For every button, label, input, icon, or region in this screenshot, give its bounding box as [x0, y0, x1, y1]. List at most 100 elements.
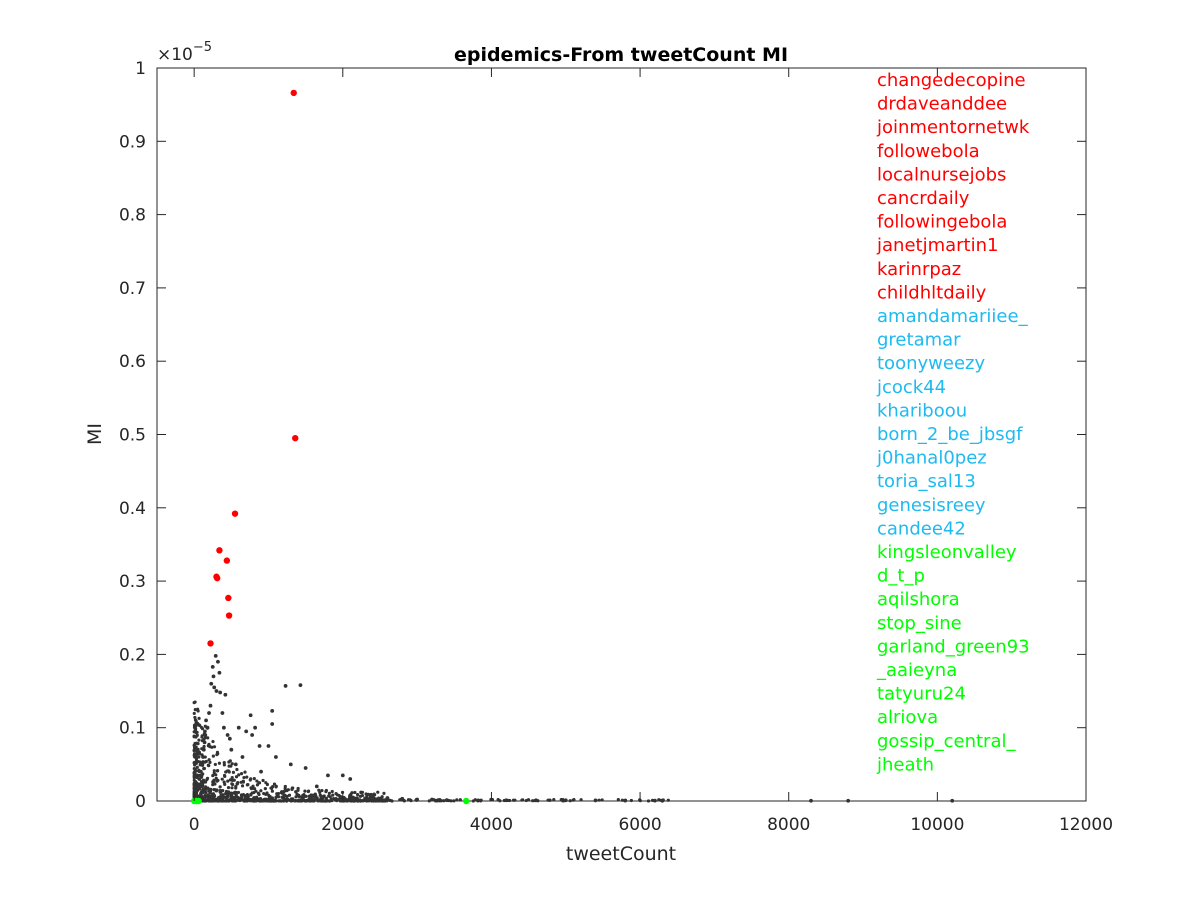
data-point [294, 790, 298, 794]
data-point [274, 795, 278, 800]
data-point [204, 718, 208, 723]
data-point [288, 762, 293, 767]
data-point [208, 791, 212, 795]
data-point [430, 797, 434, 802]
data-point [303, 766, 308, 770]
x-tick-label: 8000 [767, 815, 810, 835]
data-point [214, 773, 218, 777]
data-point [368, 793, 373, 797]
data-point [282, 790, 286, 794]
data-point [252, 787, 257, 791]
highlight-point [213, 574, 221, 582]
data-point [230, 799, 234, 803]
data-point [385, 796, 390, 800]
data-point [245, 783, 249, 787]
highlight-point [292, 434, 299, 442]
data-point [236, 790, 241, 795]
data-point [415, 797, 420, 802]
data-point [319, 795, 324, 799]
data-point [326, 773, 330, 778]
legend-entry: gossip_central_ [877, 731, 1016, 752]
data-point [279, 791, 283, 795]
data-point [950, 798, 955, 803]
legend-entry: drdaveanddee [877, 94, 1007, 115]
data-point [254, 789, 258, 793]
legend-entry: localnursejobs [877, 164, 1006, 185]
data-point [534, 798, 538, 803]
data-point [253, 725, 258, 730]
data-point [571, 798, 575, 802]
y-exponent-label: ×10−5 [157, 40, 212, 65]
data-point [234, 798, 238, 802]
data-point [629, 798, 633, 803]
data-point [230, 775, 234, 780]
data-point [192, 711, 196, 716]
highlight-point [223, 557, 231, 564]
data-point [204, 791, 208, 795]
data-point [552, 797, 556, 802]
legend-entry: karinrpaz [877, 259, 961, 280]
data-point [324, 796, 328, 800]
highlight-point [225, 612, 233, 619]
data-point [449, 799, 453, 803]
data-point [340, 773, 345, 778]
data-point [322, 799, 327, 803]
data-point [230, 778, 235, 783]
data-point [346, 797, 351, 802]
data-point [278, 799, 283, 803]
legend-entry: candee42 [877, 518, 966, 539]
data-point [373, 793, 377, 797]
data-point [211, 739, 215, 744]
data-point [220, 777, 224, 781]
data-point [531, 799, 535, 803]
y-tick-label: 0.4 [119, 499, 146, 519]
data-point [192, 753, 196, 757]
x-tick-label: 6000 [618, 815, 661, 835]
data-point [231, 770, 236, 774]
data-point [287, 793, 292, 797]
data-point [259, 789, 263, 793]
data-point [214, 689, 219, 693]
data-point [274, 755, 278, 759]
data-point [361, 798, 365, 803]
data-point [203, 729, 207, 733]
data-point [220, 711, 225, 715]
data-point [327, 791, 332, 795]
data-point [526, 798, 531, 802]
x-tick-label: 4000 [470, 815, 513, 835]
data-point [192, 760, 196, 765]
data-point [314, 784, 319, 789]
data-point [207, 711, 211, 715]
data-point [202, 737, 206, 741]
plot-area [156, 67, 1087, 802]
legend-entry: born_2_be_jbsgf [877, 424, 1023, 445]
data-point [228, 759, 232, 763]
data-point [255, 795, 259, 799]
data-point [211, 754, 215, 758]
data-point [353, 790, 357, 795]
data-point [197, 777, 202, 781]
data-point [324, 789, 328, 794]
data-point [359, 790, 363, 794]
data-point [218, 785, 222, 789]
data-point [210, 664, 215, 669]
data-point [226, 779, 230, 783]
data-point [234, 775, 239, 779]
data-point [275, 792, 279, 796]
data-point [267, 793, 271, 798]
data-point [218, 690, 223, 695]
data-point [646, 799, 651, 803]
data-point [458, 798, 462, 802]
legend-entry: changedecopine [877, 70, 1026, 91]
data-point [351, 798, 355, 802]
data-point [260, 798, 264, 802]
data-point [209, 681, 214, 686]
data-point [227, 736, 232, 741]
data-point [337, 793, 341, 798]
y-axis-label: MI [84, 423, 106, 445]
background-points-layer [192, 653, 955, 803]
data-point [193, 741, 197, 746]
data-point [653, 798, 657, 803]
legend-entry: _aaieyna [876, 660, 957, 681]
data-point [452, 799, 456, 803]
